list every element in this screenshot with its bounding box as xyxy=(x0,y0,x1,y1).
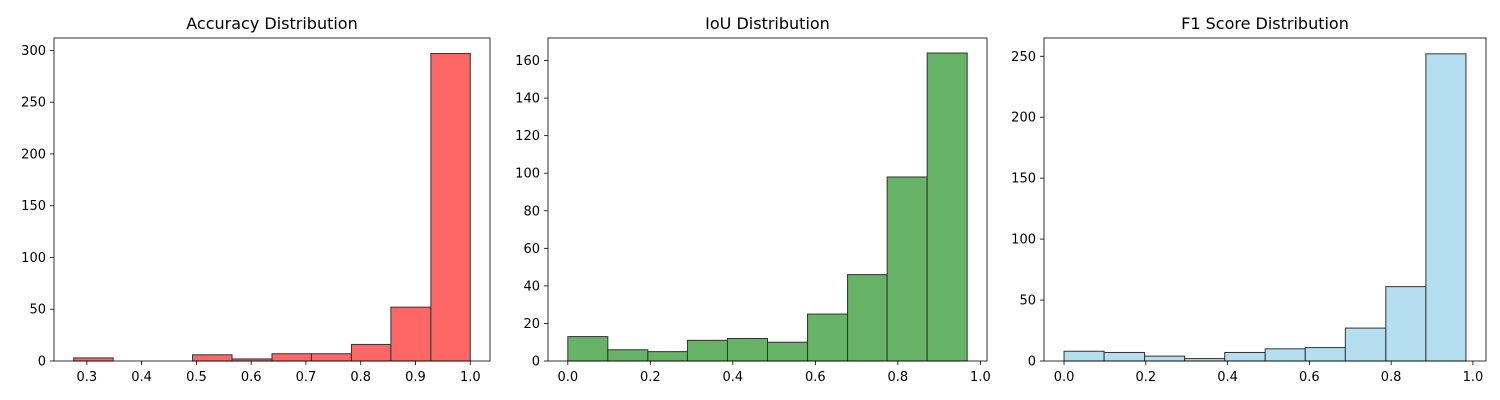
x-tick-label: 0.2 xyxy=(1135,370,1156,385)
x-tick-label: 0.4 xyxy=(722,370,743,385)
y-tick-label: 200 xyxy=(21,147,46,162)
histogram-bar-3 xyxy=(1144,355,1186,362)
axes-frame xyxy=(53,37,491,362)
histogram-bar-4 xyxy=(192,354,233,362)
x-tick-label: 0.5 xyxy=(186,370,207,385)
y-tick-label: 50 xyxy=(1019,294,1036,309)
chart-panel-1: Accuracy Distribution 0.3 0.4 0.5 0.6 0.7 0.8 0… xyxy=(21,14,491,385)
x-tick-label: 0.8 xyxy=(888,370,909,385)
y-tick-label: 100 xyxy=(1011,233,1036,248)
axes-frame xyxy=(1043,37,1487,362)
histogram-bar-10 xyxy=(430,53,471,362)
y-tick-label: 250 xyxy=(21,96,46,111)
y-tick-label: 60 xyxy=(523,242,540,257)
histogram-bar-9 xyxy=(1385,286,1427,362)
histogram-bar-3 xyxy=(647,351,688,362)
chart-panel-2: IoU Distribution 0.0 0.2 0.4 0.6 0.8 1.0 0 20 40 6… xyxy=(515,14,991,385)
y-tick-label: 0 xyxy=(1028,355,1036,370)
x-tick-label: 0.6 xyxy=(1299,370,1320,385)
y-tick-label: 0 xyxy=(532,355,540,370)
y-tick-label: 140 xyxy=(515,92,540,107)
x-tick-label: 1.0 xyxy=(970,370,991,385)
x-tick-label: 0.0 xyxy=(557,370,578,385)
chart-title: F1 Score Distribution xyxy=(1181,14,1349,33)
y-tick-label: 50 xyxy=(29,303,46,318)
y-tick-label: 80 xyxy=(523,204,540,219)
y-tick-label: 20 xyxy=(523,317,540,332)
histogram-bar-10 xyxy=(1425,53,1467,362)
histogram-bar-8 xyxy=(1344,327,1387,362)
histogram-bar-6 xyxy=(271,353,312,362)
x-tick-label: 0.2 xyxy=(640,370,661,385)
y-tick-label: 0 xyxy=(38,355,46,370)
chart-panel-3: F1 Score Distribution 0.0 0.2 0.4 0.6 0.8 1.0 0… xyxy=(1011,14,1487,385)
x-tick-label: 0.7 xyxy=(296,370,317,385)
histogram-bar-4 xyxy=(686,339,728,362)
x-tick-label: 0.4 xyxy=(131,370,152,385)
histogram-bar-7 xyxy=(807,313,849,362)
histogram-bar-2 xyxy=(607,349,649,362)
x-tick-label: 0.9 xyxy=(405,370,426,385)
x-tick-label: 0.3 xyxy=(77,370,98,385)
axes-frame xyxy=(547,37,988,362)
x-tick-label: 1.0 xyxy=(1463,370,1484,385)
histogram-bar-6 xyxy=(1264,348,1306,362)
histogram-bar-7 xyxy=(310,353,352,362)
histogram-bar-2 xyxy=(1103,351,1146,362)
x-tick-label: 0.8 xyxy=(1381,370,1402,385)
histogram-bar-9 xyxy=(390,306,432,362)
y-tick-label: 120 xyxy=(515,129,540,144)
histogram-bar-9 xyxy=(886,176,928,362)
histogram-bar-1 xyxy=(567,336,609,362)
y-tick-label: 100 xyxy=(515,167,540,182)
x-tick-label: 0.6 xyxy=(805,370,826,385)
chart-title: IoU Distribution xyxy=(705,14,830,33)
x-tick-label: 1.0 xyxy=(460,370,481,385)
x-tick-label: 0.6 xyxy=(241,370,262,385)
histogram-bar-1 xyxy=(1063,350,1105,362)
histogram-bar-10 xyxy=(926,52,968,362)
x-tick-label: 0.0 xyxy=(1054,370,1075,385)
histogram-bar-8 xyxy=(847,274,888,362)
histogram-bar-5 xyxy=(1224,351,1266,362)
histogram-bar-6 xyxy=(767,341,809,362)
y-tick-label: 160 xyxy=(515,54,540,69)
x-tick-label: 0.8 xyxy=(350,370,371,385)
y-tick-label: 250 xyxy=(1011,50,1036,65)
y-tick-label: 200 xyxy=(1011,111,1036,126)
y-tick-label: 150 xyxy=(1011,172,1036,187)
histogram-bar-8 xyxy=(350,343,392,362)
y-tick-label: 150 xyxy=(21,199,46,214)
histogram-bar-1 xyxy=(73,357,114,362)
y-tick-label: 40 xyxy=(523,279,540,294)
chart-title: Accuracy Distribution xyxy=(186,14,357,33)
y-tick-label: 300 xyxy=(21,44,46,59)
histogram-bar-7 xyxy=(1304,347,1346,362)
x-tick-label: 0.4 xyxy=(1217,370,1238,385)
y-tick-label: 100 xyxy=(21,251,46,266)
histogram-bar-5 xyxy=(726,337,769,362)
